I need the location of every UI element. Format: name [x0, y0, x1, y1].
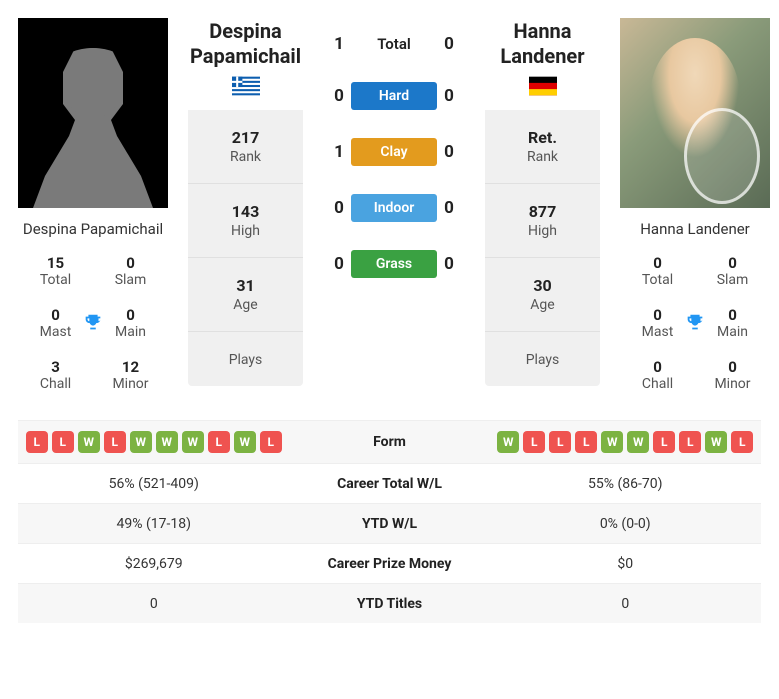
stat-right: WLLLWWLLWL [490, 421, 762, 463]
rank-val: 217 [196, 128, 295, 147]
h2h-left-count: 0 [327, 254, 351, 274]
table-row: 0YTD Titles0 [18, 583, 761, 623]
form-result[interactable]: L [523, 431, 545, 453]
form-result[interactable]: L [208, 431, 230, 453]
form-sequence-right: WLLLWWLLWL [496, 431, 756, 453]
form-result[interactable]: W [78, 431, 100, 453]
stat-left: 56% (521-409) [18, 466, 290, 502]
h2h-row: 0Indoor0 [323, 194, 465, 222]
h2h-right-count: 0 [437, 34, 461, 54]
table-row: LLWLWWWLWLFormWLLLWWLLWL [18, 420, 761, 463]
stat-left: LLWLWWWLWL [18, 421, 290, 463]
form-result[interactable]: W [497, 431, 519, 453]
h2h-left-count: 0 [327, 86, 351, 106]
stat-left: $269,679 [18, 546, 290, 582]
surface-pill[interactable]: Grass [351, 250, 437, 278]
titles-grid-right: 0Total 0Slam 0Mast 0Main 0Chall 0Minor [620, 250, 770, 402]
stat-left: 49% (17-18) [18, 506, 290, 542]
title-main-val: 0 [93, 306, 168, 324]
h2h-left-count: 1 [327, 142, 351, 162]
title-slam-val: 0 [93, 254, 168, 272]
high-val: 877 [493, 202, 592, 221]
form-result[interactable]: L [653, 431, 675, 453]
age-val: 30 [493, 276, 592, 295]
h2h-left-count: 0 [327, 198, 351, 218]
table-row: $269,679Career Prize Money$0 [18, 543, 761, 583]
form-result[interactable]: W [130, 431, 152, 453]
stats-col-left: Despina Papamichail 217Rank 143High 31Ag… [188, 18, 303, 386]
form-result[interactable]: W [182, 431, 204, 453]
stats-col-right: Hanna Landener Ret.Rank 877High 30Age Pl… [485, 18, 600, 386]
form-result[interactable]: W [156, 431, 178, 453]
player-photo-left [18, 18, 168, 208]
h2h-right-count: 0 [437, 254, 461, 274]
player-photo-right [620, 18, 770, 208]
h2h-row: 0Hard0 [323, 82, 465, 110]
stat-right: 55% (86-70) [490, 466, 762, 502]
form-result[interactable]: L [575, 431, 597, 453]
h2h-right-count: 0 [437, 198, 461, 218]
h2h-row: 1Total0 [323, 34, 465, 54]
player-name-left[interactable]: Despina Papamichail [18, 208, 168, 250]
form-result[interactable]: L [260, 431, 282, 453]
title-chall-val: 3 [18, 358, 93, 376]
form-result[interactable]: W [234, 431, 256, 453]
flag-germany-icon [529, 76, 557, 96]
form-result[interactable]: L [104, 431, 126, 453]
stat-label: Form [290, 434, 490, 450]
surface-pill[interactable]: Hard [351, 82, 437, 110]
stat-right: 0% (0-0) [490, 506, 762, 542]
form-result[interactable]: L [26, 431, 48, 453]
form-result[interactable]: W [705, 431, 727, 453]
titles-grid-left: 15Total 0Slam 0Mast 0Main 3Chall 12Minor [18, 250, 168, 402]
player-card-right: Hanna Landener 0Total 0Slam 0Mast 0Main … [620, 18, 770, 402]
h2h-row: 1Clay0 [323, 138, 465, 166]
player-bigname-right: Hanna Landener [485, 18, 600, 70]
comparison-header: Despina Papamichail 15Total 0Slam 0Mast … [0, 0, 779, 420]
player-bigname-left: Despina Papamichail [188, 18, 303, 70]
h2h-right-count: 0 [437, 86, 461, 106]
form-result[interactable]: L [679, 431, 701, 453]
comparison-table: LLWLWWWLWLFormWLLLWWLLWL56% (521-409)Car… [18, 420, 761, 623]
h2h-right-count: 0 [437, 142, 461, 162]
age-val: 31 [196, 276, 295, 295]
h2h-total-label: Total [351, 35, 437, 53]
trophy-icon [82, 312, 104, 334]
form-result[interactable]: L [731, 431, 753, 453]
form-result[interactable]: L [549, 431, 571, 453]
form-result[interactable]: W [601, 431, 623, 453]
stat-label: Career Total W/L [290, 476, 490, 492]
table-row: 49% (17-18)YTD W/L0% (0-0) [18, 503, 761, 543]
title-total-val: 15 [18, 254, 93, 272]
high-val: 143 [196, 202, 295, 221]
stat-label: Career Prize Money [290, 556, 490, 572]
rank-val: Ret. [493, 128, 592, 147]
table-row: 56% (521-409)Career Total W/L55% (86-70) [18, 463, 761, 503]
surface-pill[interactable]: Clay [351, 138, 437, 166]
h2h-left-count: 1 [327, 34, 351, 54]
player-card-left: Despina Papamichail 15Total 0Slam 0Mast … [18, 18, 168, 402]
flag-greece-icon [232, 76, 260, 96]
title-minor-val: 12 [93, 358, 168, 376]
form-result[interactable]: W [627, 431, 649, 453]
player-name-right[interactable]: Hanna Landener [620, 208, 770, 250]
stat-left: 0 [18, 586, 290, 622]
h2h-row: 0Grass0 [323, 250, 465, 278]
stat-label: YTD Titles [290, 596, 490, 612]
h2h-column: 1Total00Hard01Clay00Indoor00Grass0 [323, 18, 465, 306]
stat-right: $0 [490, 546, 762, 582]
form-result[interactable]: L [52, 431, 74, 453]
stat-label: YTD W/L [290, 516, 490, 532]
stat-right: 0 [490, 586, 762, 622]
form-sequence-left: LLWLWWWLWL [24, 431, 284, 453]
trophy-icon [684, 312, 706, 334]
surface-pill[interactable]: Indoor [351, 194, 437, 222]
